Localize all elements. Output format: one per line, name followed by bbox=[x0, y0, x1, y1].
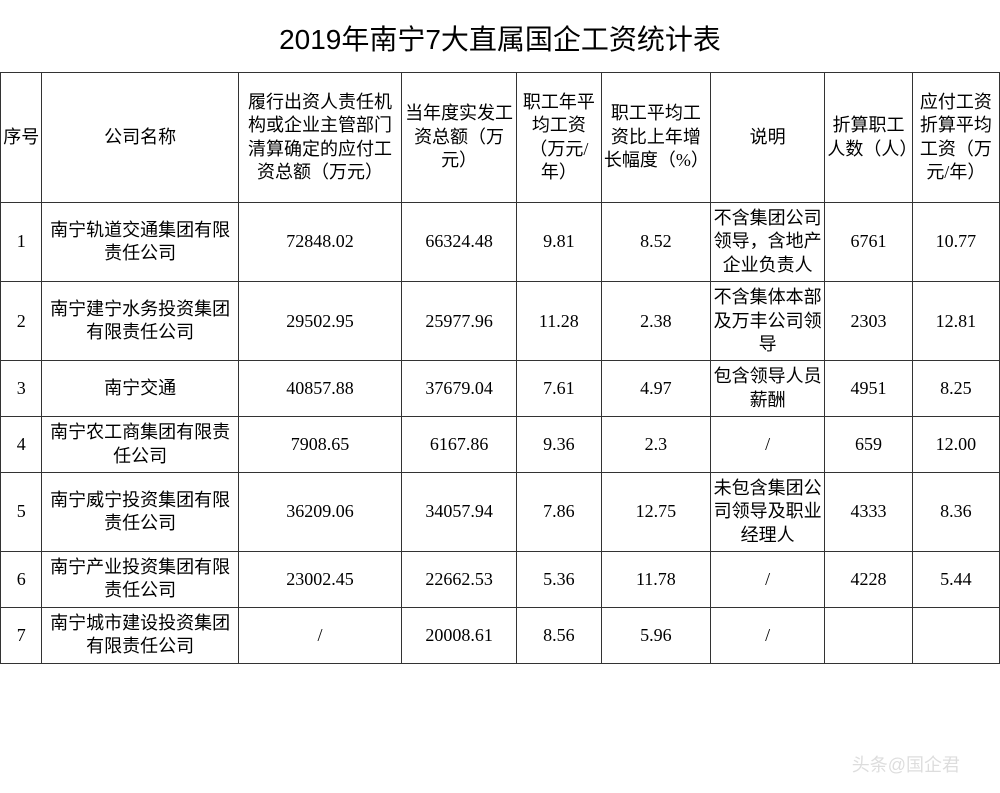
cell-name: 南宁产业投资集团有限责任公司 bbox=[42, 552, 238, 608]
header-actual: 当年度实发工资总额（万元） bbox=[402, 73, 517, 203]
cell-actual: 6167.86 bbox=[402, 417, 517, 473]
cell-payable: 72848.02 bbox=[238, 203, 402, 282]
table-body: 1南宁轨道交通集团有限责任公司72848.0266324.489.818.52不… bbox=[1, 203, 1000, 664]
table-row: 3南宁交通40857.8837679.047.614.97包含领导人员薪酬495… bbox=[1, 361, 1000, 417]
cell-converted: 8.25 bbox=[912, 361, 999, 417]
cell-converted: 5.44 bbox=[912, 552, 999, 608]
watermark: 头条@国企君 bbox=[852, 751, 960, 777]
header-desc: 说明 bbox=[710, 73, 825, 203]
cell-count: 4228 bbox=[825, 552, 912, 608]
cell-actual: 22662.53 bbox=[402, 552, 517, 608]
cell-growth: 4.97 bbox=[601, 361, 710, 417]
cell-count bbox=[825, 607, 912, 663]
cell-desc: / bbox=[710, 417, 825, 473]
cell-avg: 5.36 bbox=[516, 552, 601, 608]
cell-converted: 10.77 bbox=[912, 203, 999, 282]
cell-num: 4 bbox=[1, 417, 42, 473]
cell-name: 南宁轨道交通集团有限责任公司 bbox=[42, 203, 238, 282]
table-row: 7南宁城市建设投资集团有限责任公司/20008.618.565.96/ bbox=[1, 607, 1000, 663]
cell-growth: 2.38 bbox=[601, 282, 710, 361]
cell-growth: 12.75 bbox=[601, 472, 710, 551]
salary-table: 序号 公司名称 履行出资人责任机构或企业主管部门清算确定的应付工资总额（万元） … bbox=[0, 72, 1000, 664]
cell-growth: 2.3 bbox=[601, 417, 710, 473]
cell-count: 2303 bbox=[825, 282, 912, 361]
header-growth: 职工平均工资比上年增长幅度（%） bbox=[601, 73, 710, 203]
header-avg: 职工年平均工资（万元/年） bbox=[516, 73, 601, 203]
cell-num: 7 bbox=[1, 607, 42, 663]
cell-name: 南宁威宁投资集团有限责任公司 bbox=[42, 472, 238, 551]
cell-desc: / bbox=[710, 607, 825, 663]
cell-name: 南宁建宁水务投资集团有限责任公司 bbox=[42, 282, 238, 361]
cell-desc: / bbox=[710, 552, 825, 608]
cell-growth: 11.78 bbox=[601, 552, 710, 608]
cell-name: 南宁交通 bbox=[42, 361, 238, 417]
cell-actual: 25977.96 bbox=[402, 282, 517, 361]
cell-count: 4951 bbox=[825, 361, 912, 417]
cell-num: 3 bbox=[1, 361, 42, 417]
cell-growth: 5.96 bbox=[601, 607, 710, 663]
cell-count: 4333 bbox=[825, 472, 912, 551]
cell-actual: 20008.61 bbox=[402, 607, 517, 663]
cell-payable: 23002.45 bbox=[238, 552, 402, 608]
cell-payable: / bbox=[238, 607, 402, 663]
cell-converted bbox=[912, 607, 999, 663]
page-title: 2019年南宁7大直属国企工资统计表 bbox=[0, 0, 1000, 72]
table-row: 5南宁威宁投资集团有限责任公司36209.0634057.947.8612.75… bbox=[1, 472, 1000, 551]
cell-desc: 未包含集团公司领导及职业经理人 bbox=[710, 472, 825, 551]
cell-actual: 34057.94 bbox=[402, 472, 517, 551]
cell-converted: 12.81 bbox=[912, 282, 999, 361]
cell-avg: 7.61 bbox=[516, 361, 601, 417]
header-count: 折算职工人数（人） bbox=[825, 73, 912, 203]
cell-name: 南宁农工商集团有限责任公司 bbox=[42, 417, 238, 473]
cell-payable: 40857.88 bbox=[238, 361, 402, 417]
cell-avg: 8.56 bbox=[516, 607, 601, 663]
cell-desc: 不含集体本部及万丰公司领导 bbox=[710, 282, 825, 361]
table-header-row: 序号 公司名称 履行出资人责任机构或企业主管部门清算确定的应付工资总额（万元） … bbox=[1, 73, 1000, 203]
cell-count: 659 bbox=[825, 417, 912, 473]
cell-avg: 9.36 bbox=[516, 417, 601, 473]
header-num: 序号 bbox=[1, 73, 42, 203]
cell-payable: 36209.06 bbox=[238, 472, 402, 551]
cell-converted: 8.36 bbox=[912, 472, 999, 551]
cell-num: 5 bbox=[1, 472, 42, 551]
cell-payable: 7908.65 bbox=[238, 417, 402, 473]
cell-name: 南宁城市建设投资集团有限责任公司 bbox=[42, 607, 238, 663]
cell-desc: 包含领导人员薪酬 bbox=[710, 361, 825, 417]
header-name: 公司名称 bbox=[42, 73, 238, 203]
cell-avg: 11.28 bbox=[516, 282, 601, 361]
cell-num: 6 bbox=[1, 552, 42, 608]
cell-avg: 7.86 bbox=[516, 472, 601, 551]
cell-num: 2 bbox=[1, 282, 42, 361]
cell-actual: 66324.48 bbox=[402, 203, 517, 282]
table-row: 2南宁建宁水务投资集团有限责任公司29502.9525977.9611.282.… bbox=[1, 282, 1000, 361]
header-payable: 履行出资人责任机构或企业主管部门清算确定的应付工资总额（万元） bbox=[238, 73, 402, 203]
cell-desc: 不含集团公司领导，含地产企业负责人 bbox=[710, 203, 825, 282]
header-converted: 应付工资折算平均工资（万元/年） bbox=[912, 73, 999, 203]
table-row: 4南宁农工商集团有限责任公司7908.656167.869.362.3/6591… bbox=[1, 417, 1000, 473]
cell-num: 1 bbox=[1, 203, 42, 282]
cell-actual: 37679.04 bbox=[402, 361, 517, 417]
cell-count: 6761 bbox=[825, 203, 912, 282]
cell-avg: 9.81 bbox=[516, 203, 601, 282]
cell-payable: 29502.95 bbox=[238, 282, 402, 361]
cell-converted: 12.00 bbox=[912, 417, 999, 473]
table-row: 1南宁轨道交通集团有限责任公司72848.0266324.489.818.52不… bbox=[1, 203, 1000, 282]
cell-growth: 8.52 bbox=[601, 203, 710, 282]
table-row: 6南宁产业投资集团有限责任公司23002.4522662.535.3611.78… bbox=[1, 552, 1000, 608]
